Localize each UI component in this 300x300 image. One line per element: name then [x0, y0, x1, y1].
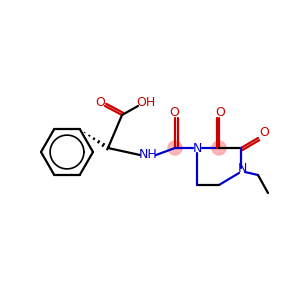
- Circle shape: [168, 141, 182, 155]
- Text: N: N: [237, 163, 247, 176]
- Circle shape: [212, 141, 226, 155]
- Text: O: O: [95, 97, 105, 110]
- Text: O: O: [215, 106, 225, 118]
- Text: O: O: [169, 106, 179, 118]
- Text: NH: NH: [139, 148, 158, 161]
- Text: O: O: [259, 127, 269, 140]
- Text: OH: OH: [136, 97, 156, 110]
- Text: N: N: [192, 142, 202, 154]
